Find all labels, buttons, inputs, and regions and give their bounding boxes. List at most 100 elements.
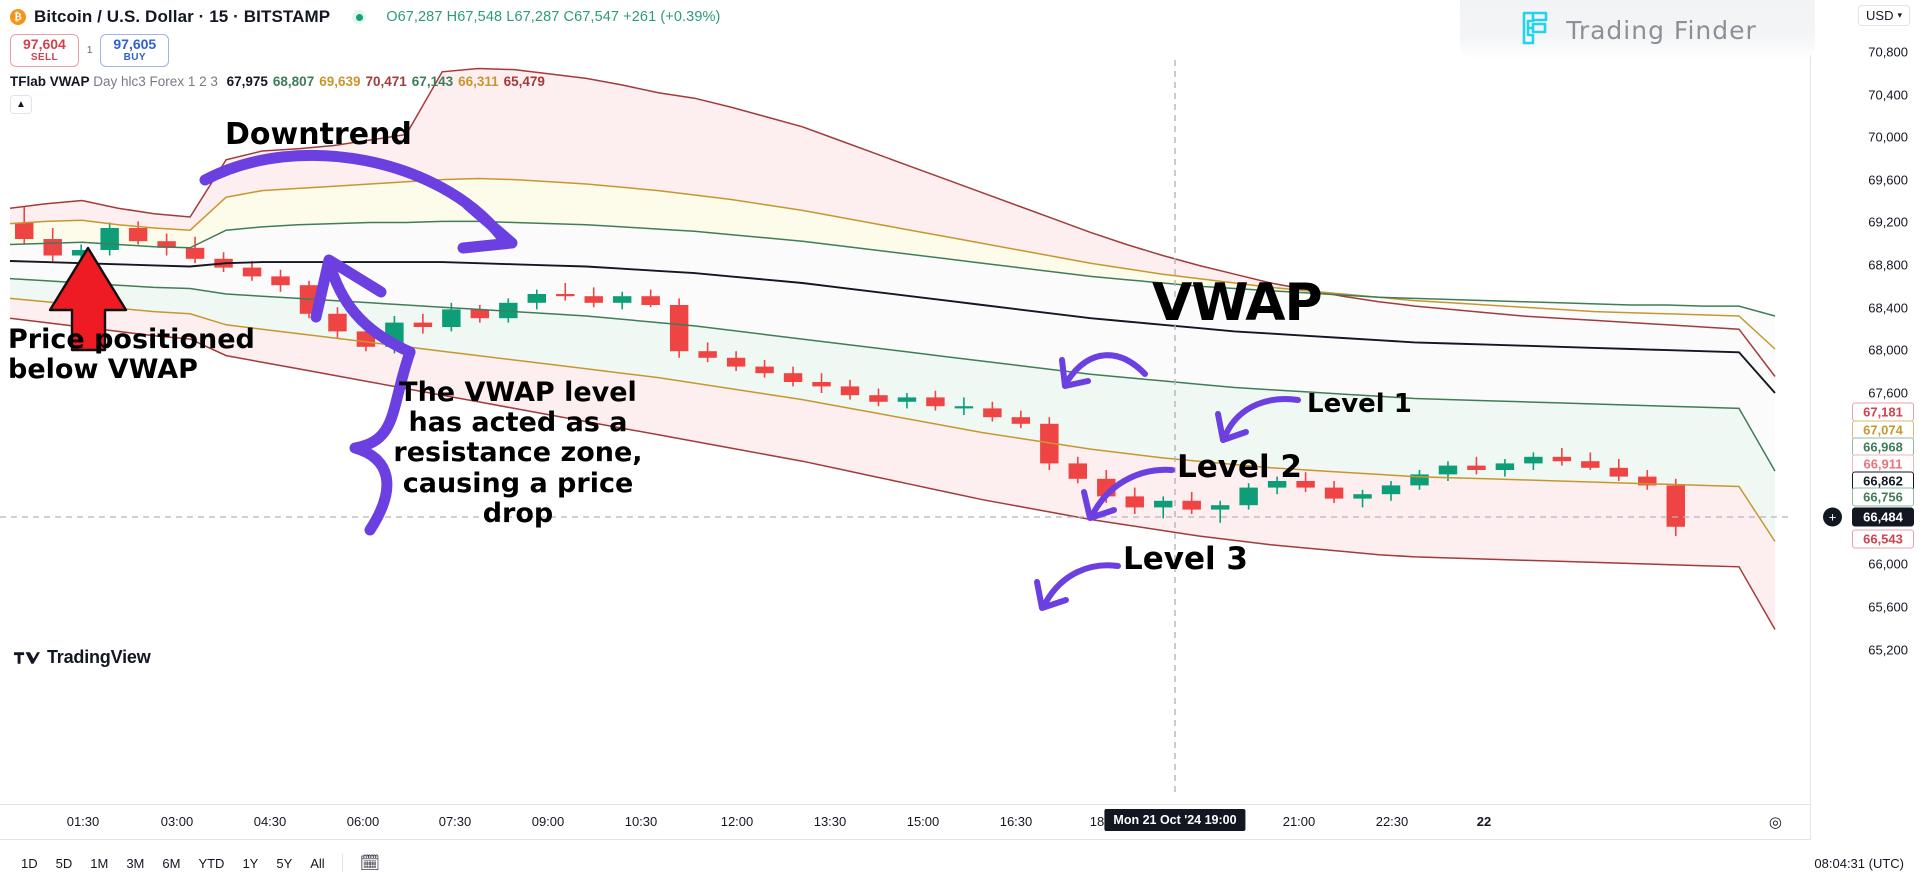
candle-body: [926, 397, 945, 407]
candle-body: [1324, 487, 1344, 499]
bid-ask-row: 97,604 SELL 1 97,605 BUY: [10, 34, 1800, 67]
add-order-icon[interactable]: +: [1823, 507, 1842, 527]
candle-body: [726, 357, 746, 367]
sell-button[interactable]: 97,604 SELL: [10, 34, 79, 67]
symbol-row[interactable]: ₿ Bitcoin / U.S. Dollar · 15 · BITSTAMP …: [10, 6, 1800, 28]
price-axis[interactable]: USD ▾ 70,800 70,400 70,000 69,600 69,200 68,8…: [1810, 0, 1920, 886]
range-button-1d[interactable]: 1D: [21, 855, 38, 871]
current-price-tag[interactable]: 66,484: [1852, 507, 1914, 527]
candle-body: [897, 397, 917, 402]
candle-body: [584, 296, 603, 303]
range-button-3m[interactable]: 3M: [126, 855, 145, 871]
candle-body: [1125, 496, 1144, 508]
ohlc-values: O67,287 H67,548 L67,287 C67,547 +261 (+0…: [386, 9, 721, 25]
candle-body: [1153, 500, 1173, 508]
time-tick-0: 01:30: [66, 814, 100, 829]
buy-button[interactable]: 97,605 BUY: [100, 34, 170, 67]
annotation-vwap: VWAP: [1152, 273, 1323, 333]
time-tick-13: 22:30: [1375, 814, 1409, 829]
annotation-level-1: Level 1: [1307, 389, 1412, 419]
chevron-up-icon[interactable]: ▲: [10, 94, 32, 114]
time-tick-2: 04:30: [253, 814, 287, 829]
currency-selector[interactable]: USD ▾: [1858, 5, 1910, 26]
bottom-toolbar: 1D 5D 1M 3M 6M YTD 1Y 5Y All 🗓 08:04:31 (UTC): [0, 840, 1920, 886]
indicator-value-1: 67,975: [226, 73, 268, 89]
price-tick-4: 69,200: [1868, 214, 1908, 230]
time-tick-14: 22: [1476, 814, 1492, 829]
indicator-price-tag-4[interactable]: 66,862: [1852, 471, 1914, 491]
candle-body: [328, 313, 347, 332]
time-tick-10: 16:30: [999, 814, 1033, 829]
annotation-below-vwap: Price positioned below VWAP: [8, 324, 255, 385]
price-tick-9: 66,000: [1868, 556, 1908, 572]
order-quantity[interactable]: 1: [86, 44, 93, 56]
candle-body: [1097, 478, 1116, 497]
trading-finder-watermark: Trading Finder: [1460, 0, 1815, 60]
range-button-1y[interactable]: 1Y: [242, 855, 259, 871]
clock-icon[interactable]: ◎: [1768, 814, 1782, 831]
tradingview-logo: [14, 651, 40, 664]
currency-label: USD: [1866, 8, 1894, 23]
candle-body: [413, 322, 433, 327]
indicator-name[interactable]: TFlab VWAP: [10, 73, 90, 89]
candle-body: [1068, 463, 1088, 479]
candle-body: [1267, 481, 1287, 488]
indicator-price-tag-7[interactable]: 66,543: [1852, 529, 1914, 549]
candle-body: [1552, 456, 1572, 462]
indicator-settings: Day hlc3 Forex 1 2 3: [93, 73, 218, 89]
chart-legend: ₿ Bitcoin / U.S. Dollar · 15 · BITSTAMP …: [0, 0, 1800, 114]
candle-body: [1296, 481, 1315, 488]
candle-body: [1410, 474, 1429, 486]
range-button-all[interactable]: All: [310, 855, 325, 871]
price-tick-6: 68,400: [1868, 300, 1908, 316]
time-tick-5: 09:00: [531, 814, 565, 829]
candle-body: [669, 305, 689, 352]
time-tooltip: Mon 21 Oct '24 19:00: [1104, 809, 1246, 831]
candle-body: [442, 309, 461, 327]
time-tick-11: 18: [1089, 814, 1105, 829]
indicator-value-2: 68,807: [272, 73, 315, 89]
candle-body: [1011, 417, 1031, 424]
candle-body: [128, 228, 148, 242]
candle-body: [1239, 487, 1258, 506]
range-button-5y[interactable]: 5Y: [276, 855, 293, 871]
series-line-vwap: [9, 260, 1776, 394]
candle-body: [698, 351, 717, 358]
band-fill: [10, 68, 1775, 377]
candle-body: [1353, 494, 1372, 499]
time-tick-4: 07:30: [438, 814, 472, 829]
sell-label: SELL: [30, 51, 58, 63]
price-tick-0: 70,800: [1868, 44, 1908, 60]
tradingview-brand: TradingView: [14, 647, 151, 668]
range-button-ytd[interactable]: YTD: [198, 855, 225, 871]
time-tick-1: 03:00: [160, 814, 194, 829]
candle-body: [1524, 456, 1543, 464]
candle-body: [1609, 467, 1629, 477]
candle-body: [840, 386, 860, 396]
candle-body: [755, 366, 774, 374]
range-button-5d[interactable]: 5D: [55, 855, 73, 871]
price-tick-8: 67,600: [1868, 385, 1908, 401]
candle-body: [556, 294, 575, 297]
candle-body: [869, 395, 888, 402]
band-fill: [10, 278, 1775, 542]
candle-body: [1638, 476, 1657, 486]
range-button-1m[interactable]: 1M: [90, 855, 109, 871]
indicator-price-tag-0[interactable]: 67,181: [1852, 402, 1914, 422]
calendar-arrow-icon[interactable]: 🗓: [359, 855, 381, 872]
symbol-title[interactable]: Bitcoin / U.S. Dollar · 15 · BITSTAMP: [34, 7, 331, 26]
time-axis[interactable]: 01:30 03:00 04:30 06:00 07:30 09:00 10:30 12:00…: [0, 804, 1810, 840]
candle-body: [15, 222, 34, 239]
range-button-6m[interactable]: 6M: [162, 855, 181, 871]
candle-body: [242, 267, 262, 277]
time-tick-3: 06:00: [346, 814, 380, 829]
indicator-legend[interactable]: TFlab VWAP Day hlc3 Forex 1 2 3 67,975 68…: [10, 74, 1800, 89]
annotation-below-vwap-line1: Price positioned: [8, 324, 255, 355]
candle-body: [1381, 485, 1401, 495]
annotation-downtrend: Downtrend: [225, 117, 412, 152]
band-fill: [10, 298, 1775, 630]
indicator-price-tag-5[interactable]: 66,756: [1852, 487, 1914, 507]
sell-price: 97,604: [23, 36, 66, 52]
indicator-value-7: 65,479: [503, 73, 545, 89]
candle-body: [157, 241, 176, 248]
